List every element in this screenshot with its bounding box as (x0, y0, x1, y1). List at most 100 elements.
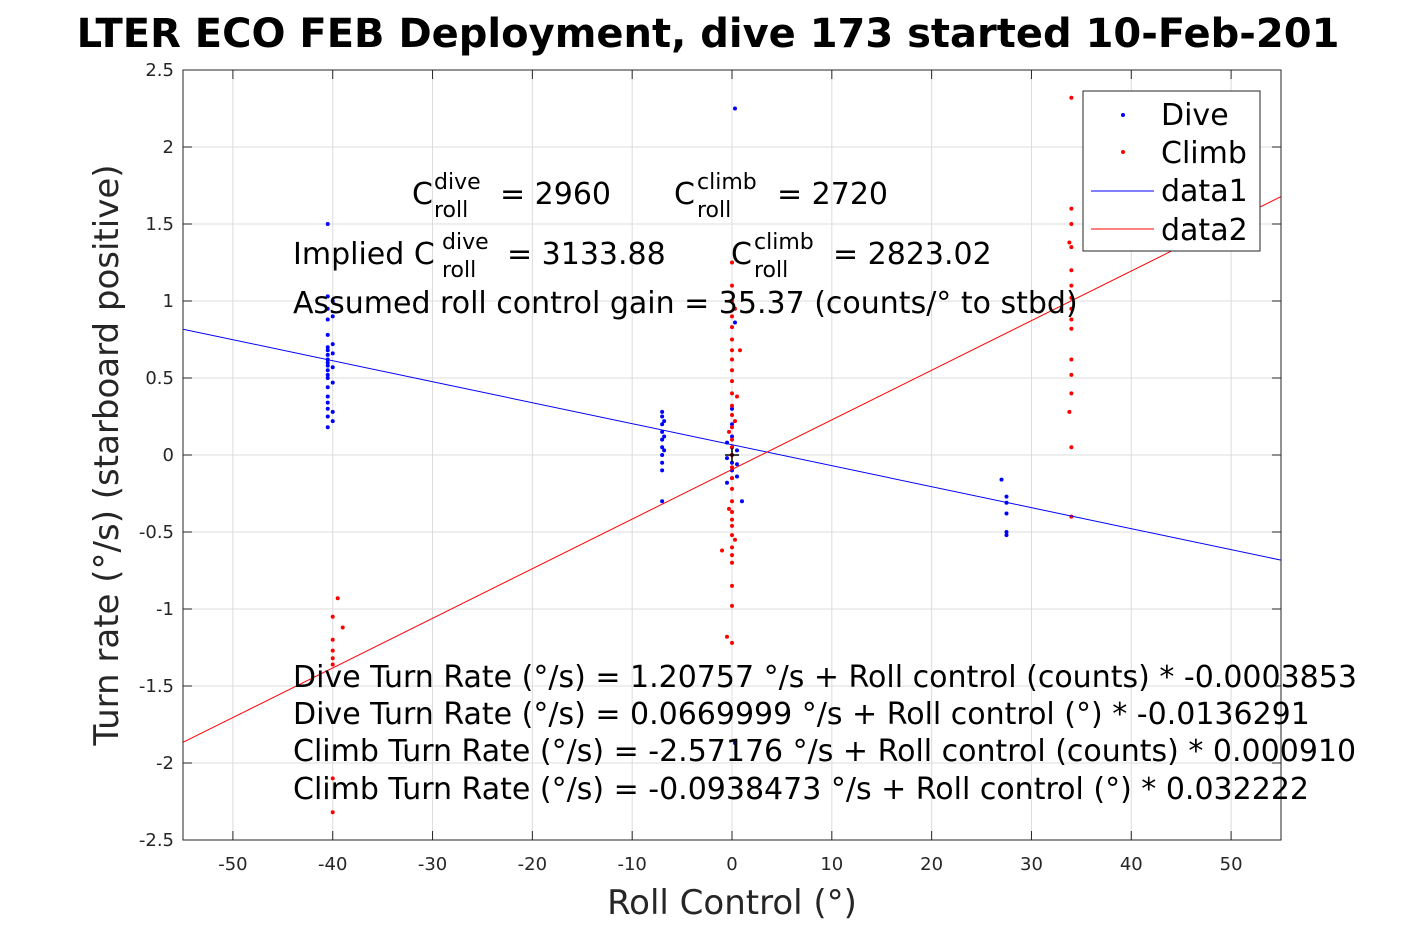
point-dive (330, 380, 335, 385)
legend-climb-label: Climb (1161, 136, 1247, 171)
y-tick-label: 1 (163, 291, 174, 312)
y-tick-label: 0 (163, 445, 174, 466)
point-climb (720, 548, 725, 553)
point-dive (1004, 530, 1009, 534)
point-climb (330, 614, 335, 619)
point-climb (732, 306, 737, 311)
point-climb (730, 391, 734, 396)
point-climb (730, 486, 734, 491)
point-dive (325, 368, 330, 373)
implied-dive-prefix: Implied C (293, 237, 435, 272)
point-climb (1069, 268, 1074, 273)
x-tick-label: 50 (1220, 854, 1243, 875)
point-climb (727, 506, 732, 511)
fit-line-data2 (183, 196, 1281, 743)
point-dive (325, 360, 330, 365)
point-climb (730, 553, 734, 558)
equation-climb-counts: Climb Turn Rate (°/s) = -2.57176 °/s + R… (293, 734, 1356, 769)
point-climb (730, 517, 734, 522)
point-dive (325, 363, 330, 368)
chart-title: LTER ECO FEB Deployment, dive 173 starte… (77, 11, 1340, 57)
point-dive (660, 429, 665, 434)
point-climb (1069, 357, 1074, 362)
point-dive (325, 332, 330, 337)
point-climb (1069, 317, 1074, 322)
implied-climb-sup: climb (754, 230, 814, 255)
point-dive (660, 499, 665, 504)
point-dive (1004, 533, 1009, 538)
x-tick-label: 30 (1020, 854, 1043, 875)
point-climb (1067, 409, 1072, 414)
point-dive (325, 425, 330, 430)
c-roll-dive-letter: C (412, 177, 433, 212)
point-dive (730, 422, 734, 427)
point-dive (325, 414, 330, 419)
point-climb (1069, 372, 1074, 377)
point-dive (330, 351, 335, 356)
point-climb (730, 368, 734, 373)
x-tick-label: -10 (617, 854, 646, 875)
point-dive (1004, 511, 1009, 516)
point-climb (1069, 245, 1074, 250)
point-climb (330, 662, 335, 667)
point-climb (732, 419, 737, 424)
legend-dive-label: Dive (1161, 98, 1229, 133)
y-tick-label: -2 (156, 753, 174, 774)
point-dive (732, 106, 737, 111)
point-dive (725, 456, 730, 461)
y-tick-label: -1.5 (139, 676, 174, 697)
y-tick-label: -1 (156, 599, 174, 620)
point-dive (325, 317, 330, 322)
y-tick-label: 2 (163, 137, 174, 158)
fit-line-data1 (183, 328, 1281, 561)
point-climb (730, 299, 734, 303)
x-axis-label: Roll Control (°) (607, 883, 857, 923)
point-climb (330, 648, 335, 653)
point-climb (1069, 391, 1074, 396)
point-climb (1069, 206, 1074, 211)
point-climb (732, 537, 737, 542)
point-climb (730, 425, 734, 430)
point-dive (1004, 494, 1009, 499)
point-climb (730, 348, 734, 353)
point-dive (660, 460, 665, 465)
point-climb (330, 776, 335, 781)
point-dive (330, 365, 335, 370)
point-dive (660, 437, 665, 442)
point-climb (730, 499, 734, 504)
implied-dive-value: = 3133.88 (507, 237, 666, 272)
y-tick-label: 0.5 (145, 368, 174, 389)
point-dive (330, 314, 335, 319)
implied-annotation: Implied C dive roll = 3133.88 C climb ro… (293, 230, 992, 283)
point-dive (662, 448, 667, 453)
x-tick-label: -40 (318, 854, 347, 875)
point-dive (999, 477, 1004, 482)
point-climb (1069, 445, 1074, 450)
c-roll-climb-sup: climb (697, 170, 757, 195)
point-dive (325, 372, 330, 377)
point-dive (330, 342, 335, 347)
point-climb (727, 429, 732, 434)
point-climb (330, 656, 335, 661)
point-dive (662, 419, 667, 424)
c-roll-annotation: C dive roll = 2960 C climb roll = 2720 (412, 170, 888, 223)
point-dive (325, 406, 330, 411)
point-climb (730, 314, 734, 319)
y-axis-label: Turn rate (°/s) (starboard positive) (87, 164, 127, 746)
point-climb (730, 640, 734, 645)
point-dive (325, 345, 330, 350)
point-dive (325, 294, 330, 299)
c-roll-climb-sub: roll (697, 198, 731, 223)
point-dive (325, 306, 330, 311)
point-climb (730, 357, 734, 362)
data-layer (183, 95, 1281, 815)
implied-climb-value: = 2823.02 (833, 237, 992, 272)
c-roll-dive-value: = 2960 (500, 177, 611, 212)
c-roll-climb-value: = 2720 (777, 177, 888, 212)
y-tick-label: 2.5 (145, 60, 174, 81)
point-dive (325, 348, 330, 353)
point-dive (730, 460, 734, 465)
x-tick-label: 0 (726, 854, 737, 875)
y-tick-label: 1.5 (145, 214, 174, 235)
